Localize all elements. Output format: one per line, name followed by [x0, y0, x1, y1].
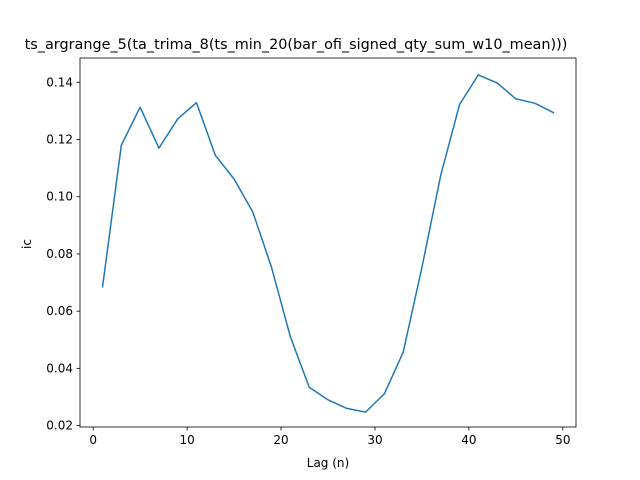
x-tick-label: 50: [555, 433, 570, 447]
y-tick-label: 0.10: [46, 190, 73, 204]
y-axis-label: ic: [20, 239, 34, 249]
y-axis-ticks: 0.02 0.04 0.06 0.08 0.10 0.12 0.14: [46, 75, 80, 433]
y-tick-label: 0.14: [46, 75, 73, 89]
chart-title: ts_argrange_5(ta_trima_8(ts_min_20(bar_o…: [25, 37, 568, 53]
plot-area: [79, 57, 577, 428]
axes-frame: [79, 57, 577, 428]
x-tick-label: 0: [89, 433, 97, 447]
y-tick-label: 0.02: [46, 419, 73, 433]
x-axis-label: Lag (n): [307, 456, 349, 470]
x-tick-label: 40: [461, 433, 476, 447]
y-tick-label: 0.04: [46, 361, 73, 375]
y-tick-label: 0.08: [46, 247, 73, 261]
y-tick-label: 0.12: [46, 133, 73, 147]
y-tick-label: 0.06: [46, 304, 73, 318]
x-tick-label: 30: [367, 433, 382, 447]
x-axis-ticks: 0 10 20 30 40 50: [89, 427, 570, 447]
x-tick-label: 10: [179, 433, 194, 447]
series-line-0: [101, 74, 555, 413]
x-tick-label: 20: [273, 433, 288, 447]
